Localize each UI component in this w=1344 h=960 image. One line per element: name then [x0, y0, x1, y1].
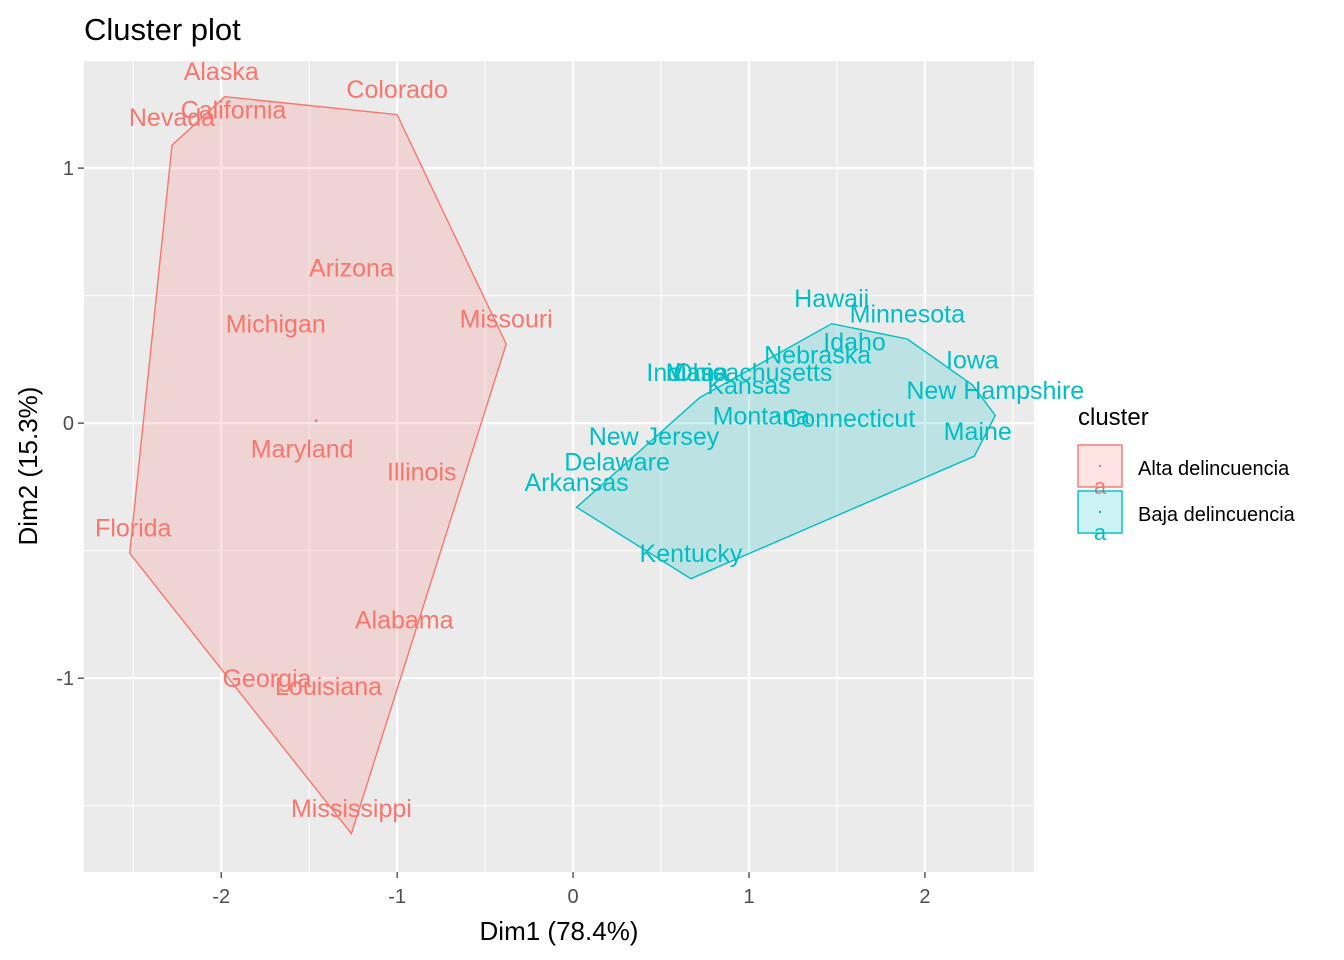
point-label: Idaho [823, 329, 886, 357]
point-label: Connecticut [783, 405, 915, 433]
legend-label-baja: Baja delincuencia [1138, 504, 1296, 526]
cluster-centroid [775, 414, 779, 417]
point-label: Illinois [387, 459, 456, 487]
point-label: Arkansas [524, 469, 628, 497]
cluster-hull [575, 322, 997, 580]
point-label: Colorado [346, 76, 447, 104]
y-axis-title: Dim2 (15.3%) [13, 387, 43, 546]
cluster-centroid [314, 419, 318, 422]
point-label: Minnesota [850, 300, 965, 328]
point-label: Massachusetts [666, 359, 833, 387]
legend-key-baja: a Baja delincuencia [1077, 490, 1296, 545]
point-label: Louisiana [275, 673, 382, 701]
point-label: California [181, 96, 287, 124]
y-tick-label: 0 [63, 413, 74, 435]
point-label: Indiana [646, 359, 728, 387]
legend-glyph-baja: a [1094, 520, 1107, 545]
point-label: Montana [713, 402, 810, 430]
y-tick-label: 1 [63, 158, 74, 180]
point-label: Ohio [673, 359, 726, 387]
cluster-hull [128, 95, 507, 836]
legend-title: cluster [1078, 404, 1149, 431]
x-tick-label: -1 [388, 886, 406, 908]
point-label: Florida [95, 515, 172, 543]
cluster-centroids [314, 414, 779, 422]
point-label: Kansas [707, 372, 790, 400]
legend: cluster a Alta delincuencia a Baja delin… [1077, 404, 1296, 545]
point-label: Georgia [222, 665, 311, 693]
point-label: Alaska [184, 58, 259, 86]
legend-glyph-alta: a [1094, 474, 1107, 499]
legend-point-baja [1098, 510, 1102, 514]
point-label: Michigan [226, 311, 326, 339]
chart-title: Cluster plot [84, 12, 241, 47]
point-label: Arizona [309, 255, 394, 283]
legend-point-alta [1098, 464, 1102, 468]
x-axis-title: Dim1 (78.4%) [480, 916, 639, 946]
x-tick-label: 0 [568, 886, 579, 908]
point-label: Iowa [946, 346, 999, 374]
y-tick-label: -1 [56, 668, 74, 690]
x-tick-label: 1 [743, 886, 754, 908]
point-label: Nevada [129, 104, 215, 132]
cluster-hulls [128, 95, 997, 836]
point-label: Hawaii [794, 285, 869, 313]
point-label: New Jersey [589, 423, 720, 451]
plot-panel [84, 61, 1034, 872]
legend-label-alta: Alta delincuencia [1138, 458, 1290, 480]
y-axis-ticks: -1 0 1 [56, 158, 84, 690]
legend-key-alta: a Alta delincuencia [1077, 444, 1290, 499]
grid-minor [84, 61, 1034, 872]
point-label: Delaware [564, 448, 670, 476]
point-label: Maine [944, 418, 1012, 446]
point-label: Kentucky [640, 540, 743, 568]
point-label: Missouri [460, 306, 553, 334]
x-axis-ticks: -2 -1 0 1 2 [212, 872, 930, 908]
point-label: Maryland [251, 436, 354, 464]
point-label: Alabama [355, 607, 454, 635]
x-tick-label: 2 [919, 886, 930, 908]
point-label: Mississippi [291, 795, 412, 823]
grid-major [84, 61, 1034, 872]
point-label: Nebraska [764, 341, 871, 369]
point-label: New Hampshire [906, 377, 1084, 405]
x-tick-label: -2 [212, 886, 230, 908]
